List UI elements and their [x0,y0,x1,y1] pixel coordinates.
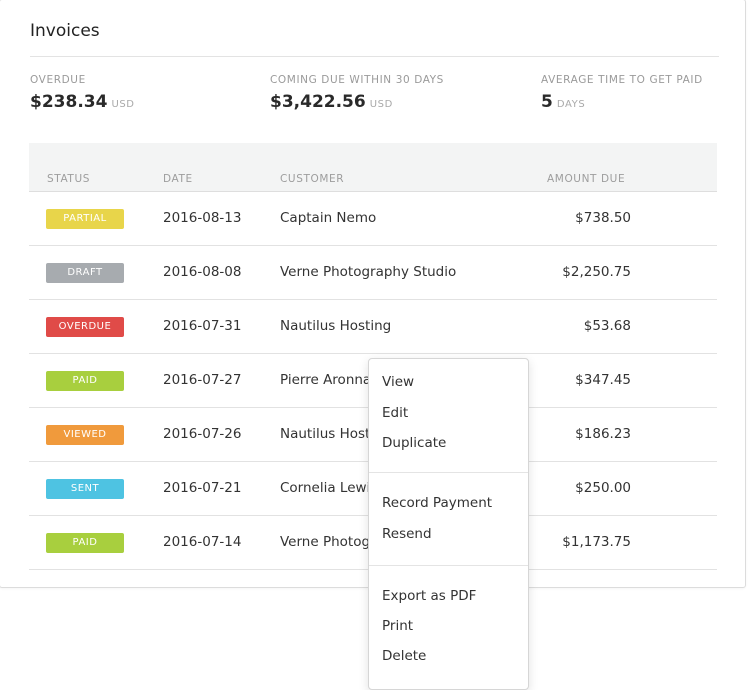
overdue-metric: OVERDUE $238.34 USD [30,74,135,112]
status-badge: DRAFT [46,263,124,283]
menu-item-export-pdf[interactable]: Export as PDF [382,588,477,604]
customer-name: Captain Nemo [280,210,377,226]
page-title: Invoices [30,21,100,41]
amount-due: $53.68 [583,318,631,334]
invoice-date: 2016-08-08 [163,264,242,280]
menu-item-delete[interactable]: Delete [382,648,427,664]
coming-due-unit: USD [369,99,393,110]
invoice-date: 2016-07-27 [163,372,242,388]
table-row[interactable]: OVERDUE 2016-07-31 Nautilus Hosting $53.… [29,300,717,354]
amount-due: $250.00 [575,480,631,496]
avg-time-value-line: 5 DAYS [541,92,703,112]
invoice-date: 2016-08-13 [163,210,242,226]
avg-time-unit: DAYS [556,99,586,110]
amount-due: $186.23 [575,426,631,442]
menu-item-duplicate[interactable]: Duplicate [382,435,447,451]
overdue-unit: USD [111,99,135,110]
amount-due: $738.50 [575,210,631,226]
invoice-context-menu: View Edit Duplicate Record Payment Resen… [368,358,529,690]
status-badge: SENT [46,479,124,499]
title-divider [30,56,719,57]
customer-name: Cornelia Lewis [280,480,378,496]
menu-item-edit[interactable]: Edit [382,405,409,421]
overdue-label: OVERDUE [30,74,86,86]
status-badge: VIEWED [46,425,124,445]
customer-name: Pierre Aronna [280,372,372,388]
status-badge: OVERDUE [46,317,124,337]
customer-name: Nautilus Host [280,426,371,442]
invoice-date: 2016-07-21 [163,480,242,496]
table-row[interactable]: SENT 2016-07-21 Cornelia Lewis $250.00 [29,462,717,516]
coming-due-value-line: $3,422.56 USD [270,92,444,112]
invoice-date: 2016-07-26 [163,426,242,442]
customer-name: Nautilus Hosting [280,318,392,334]
table-row[interactable]: DRAFT 2016-08-08 Verne Photography Studi… [29,246,717,300]
table-header: STATUS DATE CUSTOMER AMOUNT DUE [29,143,717,192]
status-badge: PAID [46,371,124,391]
customer-name: Verne Photog [280,534,371,550]
menu-item-print[interactable]: Print [382,618,414,634]
status-column-header[interactable]: STATUS [47,173,90,185]
menu-divider [369,565,528,566]
status-badge: PARTIAL [46,209,124,229]
menu-item-record-payment[interactable]: Record Payment [382,495,493,511]
amount-due: $347.45 [575,372,631,388]
overdue-value-line: $238.34 USD [30,92,135,112]
coming-due-metric: COMING DUE WITHIN 30 DAYS $3,422.56 USD [270,74,444,112]
coming-due-label: COMING DUE WITHIN 30 DAYS [270,74,444,86]
invoice-date: 2016-07-31 [163,318,242,334]
coming-due-value: $3,422.56 [270,92,366,112]
menu-item-resend[interactable]: Resend [382,526,432,542]
date-column-header[interactable]: DATE [163,173,193,185]
avg-time-metric: AVERAGE TIME TO GET PAID 5 DAYS [541,74,703,112]
avg-time-label: AVERAGE TIME TO GET PAID [541,74,703,86]
amount-due: $2,250.75 [562,264,631,280]
customer-column-header[interactable]: CUSTOMER [280,173,345,185]
amount-due: $1,173.75 [562,534,631,550]
overdue-value: $238.34 [30,92,108,112]
invoice-date: 2016-07-14 [163,534,242,550]
table-row[interactable]: PARTIAL 2016-08-13 Captain Nemo $738.50 [29,192,717,246]
status-badge: PAID [46,533,124,553]
avg-time-value: 5 [541,92,553,112]
amount-column-header[interactable]: AMOUNT DUE [547,173,626,185]
menu-item-view[interactable]: View [382,374,415,390]
customer-name: Verne Photography Studio [280,264,457,280]
menu-divider [369,472,528,473]
